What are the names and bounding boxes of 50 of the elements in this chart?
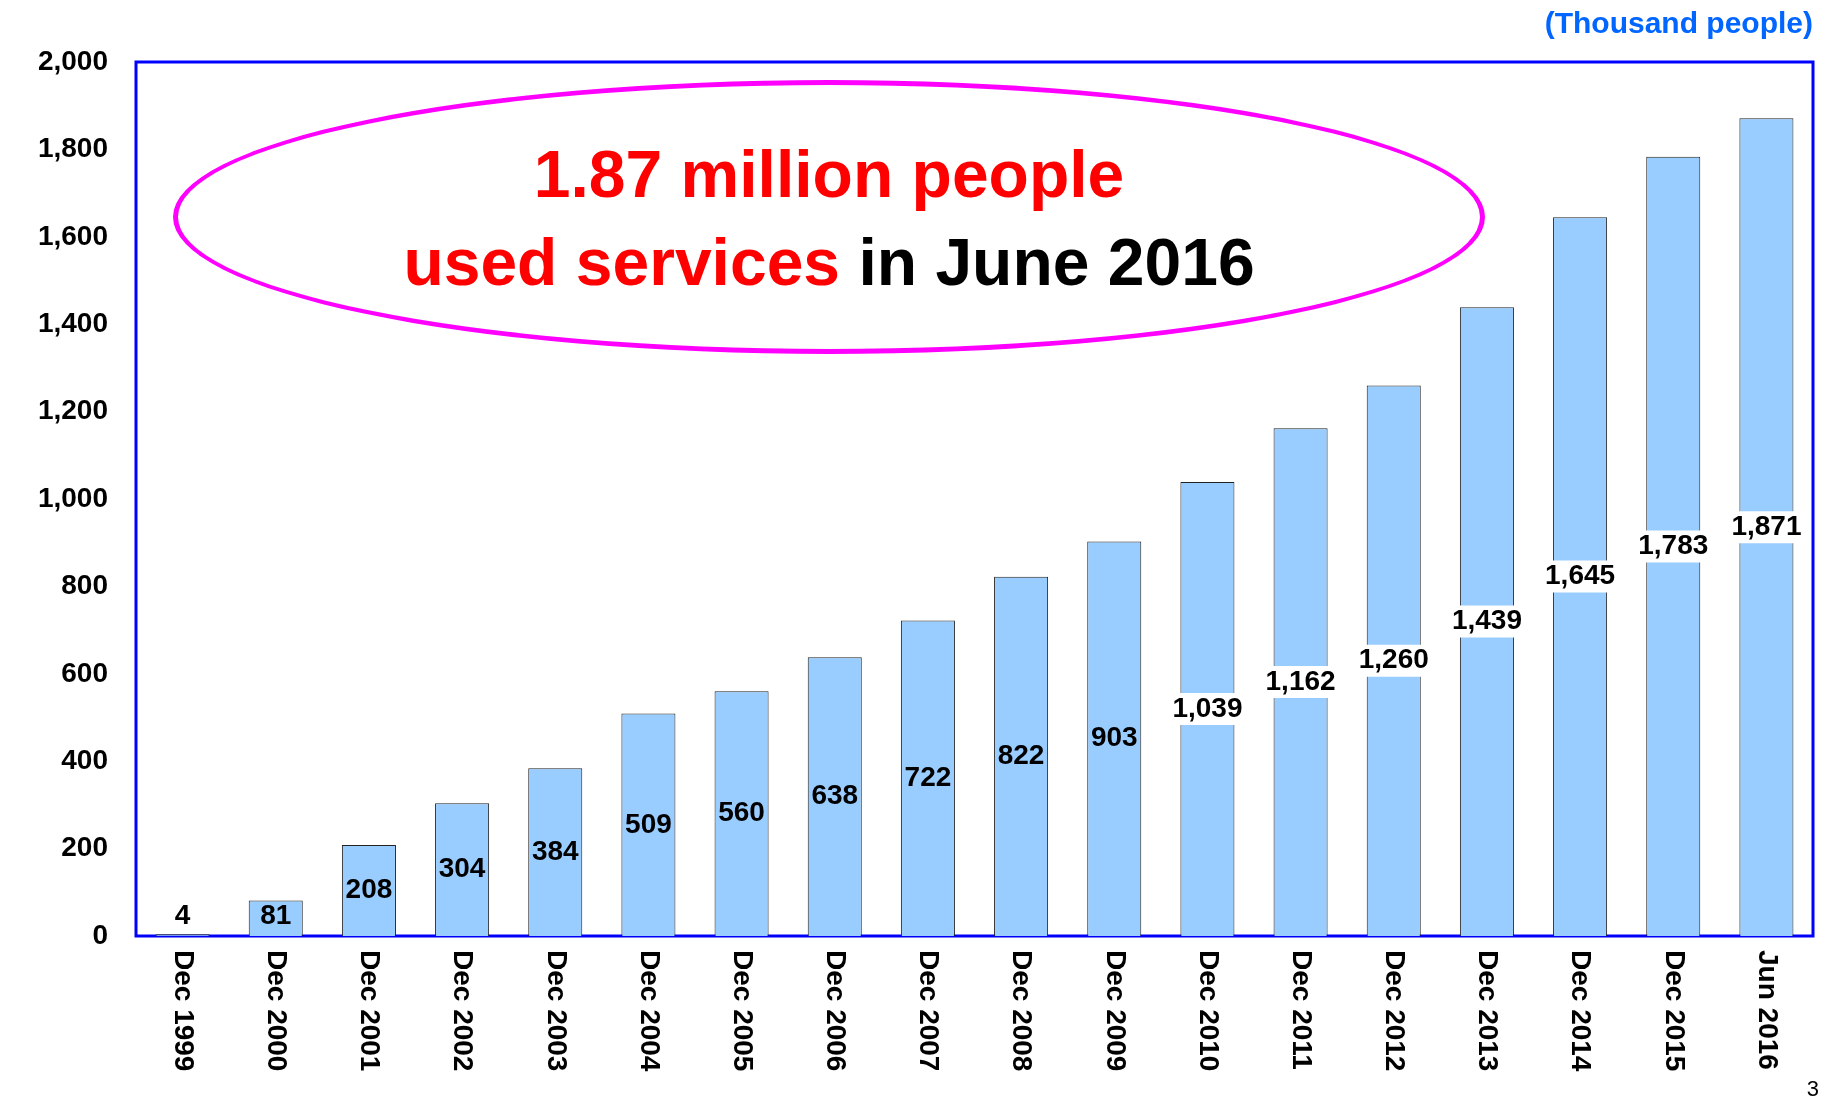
x-tick-label: Dec 2015	[1659, 950, 1691, 1072]
y-tick-label: 1,600	[37, 219, 108, 251]
y-tick-label: 1,200	[37, 394, 108, 426]
x-tick-label: Dec 2005	[727, 950, 759, 1072]
x-tick-label: Dec 2010	[1193, 950, 1225, 1072]
y-tick-label: 600	[61, 656, 108, 688]
x-tick-label: Dec 1999	[168, 950, 200, 1072]
data-label: 81	[260, 898, 292, 930]
y-tick-label: 0	[92, 918, 108, 950]
data-label: 903	[1090, 721, 1138, 753]
x-tick-label: Dec 2011	[1286, 950, 1318, 1070]
data-label: 1,871	[1731, 509, 1802, 541]
x-tick-label: Dec 2006	[821, 950, 853, 1072]
y-tick-label: 400	[61, 743, 108, 775]
data-label: 1,260	[1358, 643, 1429, 675]
y-tick-label: 800	[61, 569, 108, 601]
y-tick-label: 2,000	[37, 44, 108, 76]
x-tick-label: Dec 2000	[262, 950, 294, 1072]
x-tick-label: Dec 2003	[541, 950, 573, 1072]
y-tick-label: 200	[61, 831, 108, 863]
x-tick-label: Dec 2008	[1007, 950, 1039, 1072]
data-label: 304	[438, 852, 486, 884]
x-tick-label: Jun 2016	[1752, 950, 1784, 1070]
data-label: 638	[811, 779, 859, 811]
data-label: 384	[531, 834, 580, 866]
data-label: 1,039	[1172, 691, 1243, 723]
y-axis-title: (Thousand people)	[1544, 6, 1813, 40]
x-tick-label: Dec 2013	[1473, 950, 1505, 1072]
x-tick-label: Dec 2002	[448, 950, 480, 1072]
y-tick-label: 1,400	[37, 306, 108, 338]
data-label: 1,645	[1545, 559, 1616, 591]
data-label: 509	[625, 807, 672, 839]
y-tick-label: 1,000	[37, 481, 108, 513]
data-label: 722	[904, 760, 952, 792]
x-tick-label: Dec 2012	[1380, 950, 1412, 1072]
x-tick-label: Dec 2007	[914, 950, 946, 1072]
data-label: 1,439	[1451, 604, 1522, 636]
data-label: 208	[345, 873, 393, 905]
data-label: 4	[174, 898, 191, 930]
x-tick-label: Dec 2014	[1566, 950, 1598, 1072]
data-label: 560	[718, 796, 765, 828]
text: 1.87 million people used services in June 2016	[403, 137, 1255, 299]
y-tick-label: 1,800	[37, 132, 108, 164]
data-label: 822	[997, 739, 1045, 771]
x-tick-label: Dec 2001	[355, 950, 387, 1072]
x-tick-label: Dec 2004	[634, 950, 666, 1072]
data-label: 1,162	[1265, 664, 1336, 696]
x-tick-label: Dec 2009	[1100, 950, 1132, 1072]
data-label: 1,783	[1638, 529, 1709, 561]
text: 3	[1806, 1076, 1819, 1102]
